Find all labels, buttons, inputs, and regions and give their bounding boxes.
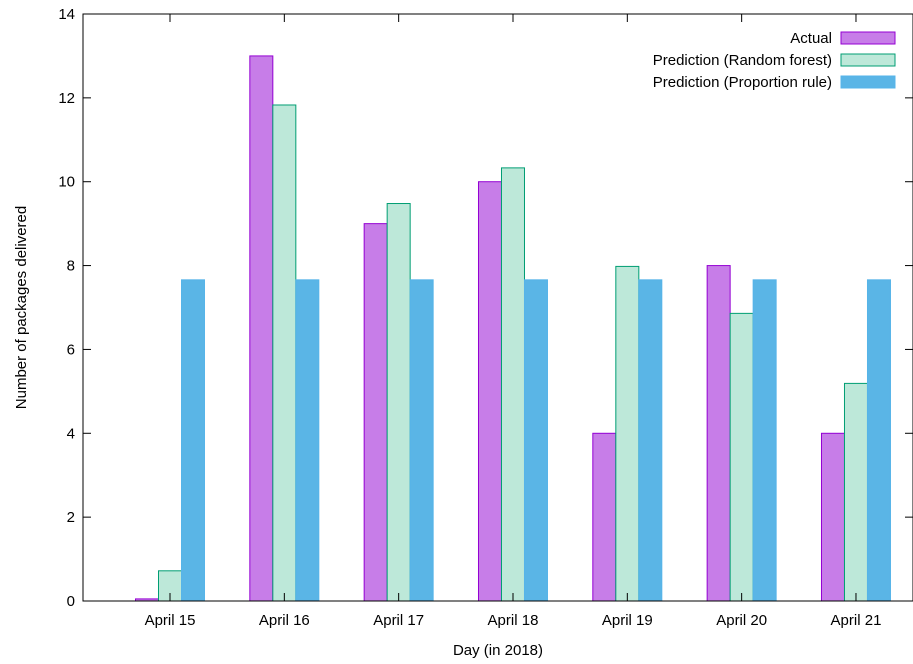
legend-label: Actual	[790, 30, 832, 47]
x-tick-label: April 21	[831, 612, 882, 629]
legend-swatch	[840, 31, 896, 45]
bars-layer	[135, 55, 891, 602]
bar-1-2	[249, 55, 274, 602]
legend-swatch	[840, 75, 896, 89]
bar-3-2	[295, 279, 320, 602]
y-tick-label: 4	[67, 425, 75, 442]
bar-2-5	[615, 265, 640, 602]
y-axis-label: Number of packages delivered	[13, 206, 30, 409]
bar-2-4	[500, 167, 525, 602]
ticks-layer: 0 2 4 6 8 10 12 14 April 15 April 16 April 17 April…	[58, 6, 913, 629]
y-tick-label: 10	[58, 174, 75, 191]
bar-2-2	[272, 104, 297, 602]
legend-swatch	[840, 53, 896, 67]
bar-1-6	[706, 265, 731, 602]
y-tick-label: 2	[67, 509, 75, 526]
y-tick-label: 0	[67, 593, 75, 610]
legend: Actual Prediction (Random forest) Predicti…	[653, 30, 896, 91]
bar-3-4	[523, 279, 548, 602]
bar-3-7	[866, 279, 891, 602]
bar-1-7	[820, 432, 845, 602]
legend-label: Prediction (Proportion rule)	[653, 74, 832, 91]
legend-label: Prediction (Random forest)	[653, 52, 832, 69]
y-tick-label: 8	[67, 258, 75, 275]
bar-2-3	[386, 203, 411, 602]
bar-2-7	[843, 382, 868, 602]
bar-3-5	[638, 279, 663, 602]
plot-frame	[82, 13, 913, 602]
x-tick-label: April 15	[145, 612, 196, 629]
bar-3-6	[752, 279, 777, 602]
y-tick-label: 14	[58, 6, 75, 23]
bar-3-1	[181, 279, 205, 602]
bar-2-6	[729, 312, 754, 602]
bar-1-4	[477, 181, 502, 602]
x-tick-label: April 16	[259, 612, 310, 629]
y-tick-label: 12	[58, 90, 75, 107]
x-tick-label: April 18	[488, 612, 539, 629]
y-tick-label: 6	[67, 341, 75, 358]
x-tick-label: April 20	[716, 612, 767, 629]
bar-3-3	[409, 279, 434, 602]
x-axis-label: Day (in 2018)	[453, 642, 543, 659]
x-tick-label: April 17	[373, 612, 424, 629]
bar-1-3	[363, 223, 388, 602]
x-tick-label: April 19	[602, 612, 653, 629]
bar-1-5	[592, 432, 617, 602]
